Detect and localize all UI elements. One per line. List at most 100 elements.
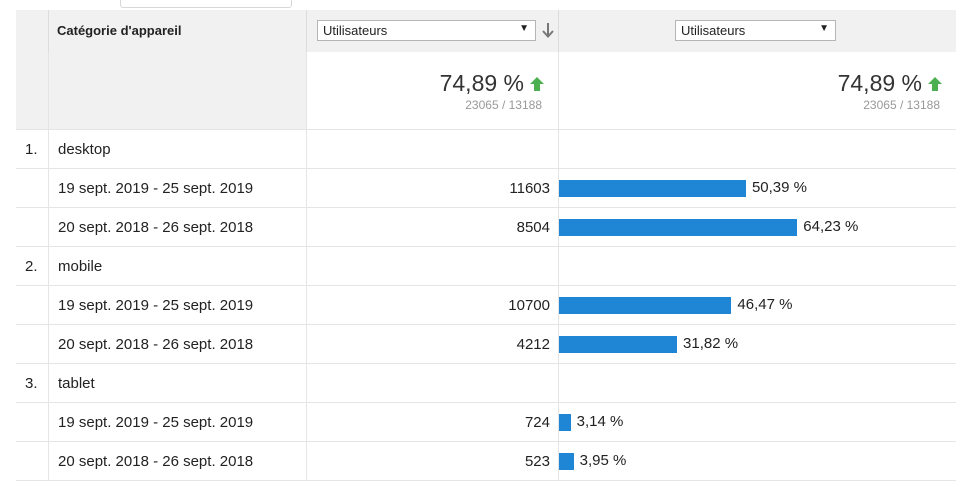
- arrow-up-icon: [530, 76, 544, 91]
- row-bar-cell: 64,23 %: [558, 208, 956, 246]
- users-value: 523: [524, 453, 550, 470]
- row-index: 3.: [25, 375, 38, 392]
- summary-detail-2: 23065 / 13188: [863, 98, 940, 112]
- row-bar-cell: [558, 247, 956, 285]
- row-value-cell: 8504: [306, 208, 558, 246]
- row-index-cell: [16, 403, 48, 441]
- table-row: 19 sept. 2019 - 25 sept. 2019 11603 50,3…: [16, 169, 956, 208]
- summary-change-2-text: 74,89 %: [837, 70, 922, 96]
- row-index-cell: 3.: [16, 364, 48, 402]
- row-value-cell: 11603: [306, 169, 558, 207]
- row-value-cell: 523: [306, 442, 558, 480]
- row-index-cell: [16, 286, 48, 324]
- group-row-tablet: 3. tablet: [16, 364, 956, 403]
- share-bar: [559, 180, 746, 197]
- share-bar: [559, 297, 732, 314]
- row-bar-cell: 50,39 %: [558, 169, 956, 207]
- header-index-cell: [16, 10, 48, 52]
- users-value: 8504: [516, 219, 550, 236]
- row-index-cell: 2.: [16, 247, 48, 285]
- users-value: 4212: [516, 336, 550, 353]
- share-bar: [559, 414, 571, 431]
- row-index: 1.: [25, 141, 38, 158]
- row-index-cell: [16, 208, 48, 246]
- row-bar-cell: 31,82 %: [558, 325, 956, 363]
- row-bar-cell: 3,95 %: [558, 442, 956, 480]
- table-row: 20 sept. 2018 - 26 sept. 2018 4212 31,82…: [16, 325, 956, 364]
- summary-index-cell: [16, 52, 48, 129]
- row-name-cell: 20 sept. 2018 - 26 sept. 2018: [48, 325, 306, 363]
- row-index-cell: [16, 325, 48, 363]
- share-bar: [559, 219, 798, 236]
- row-value-cell: [306, 364, 558, 402]
- row-name-cell: 19 sept. 2019 - 25 sept. 2019: [48, 403, 306, 441]
- row-name-cell: desktop: [48, 130, 306, 168]
- table-row: 19 sept. 2019 - 25 sept. 2019 10700 46,4…: [16, 286, 956, 325]
- users-value: 724: [524, 414, 550, 431]
- row-value-cell: 4212: [306, 325, 558, 363]
- caret-down-icon: ▼: [819, 23, 829, 34]
- share-percent: 46,47 %: [737, 296, 793, 313]
- top-tab-stub: [120, 0, 292, 8]
- row-name-cell: 19 sept. 2019 - 25 sept. 2019: [48, 286, 306, 324]
- share-percent: 3,14 %: [576, 413, 624, 430]
- device-category-name[interactable]: desktop: [58, 141, 111, 158]
- share-percent: 31,82 %: [683, 335, 739, 352]
- arrow-up-icon: [928, 76, 942, 91]
- row-bar-cell: 3,14 %: [558, 403, 956, 441]
- share-percent: 50,39 %: [751, 179, 807, 196]
- share-bar: [559, 453, 574, 470]
- row-name-cell: mobile: [48, 247, 306, 285]
- row-value-cell: [306, 130, 558, 168]
- row-value-cell: [306, 247, 558, 285]
- header-dimension-cell: Catégorie d'appareil: [48, 10, 306, 52]
- row-index-cell: 1.: [16, 130, 48, 168]
- table-row: 20 sept. 2018 - 26 sept. 2018 8504 64,23…: [16, 208, 956, 247]
- table-row: 19 sept. 2019 - 25 sept. 2019 724 3,14 %: [16, 403, 956, 442]
- period-label: 19 sept. 2019 - 25 sept. 2019: [58, 414, 254, 431]
- period-label: 20 sept. 2018 - 26 sept. 2018: [58, 336, 254, 353]
- summary-change-2: 74,89 %: [838, 70, 942, 97]
- period-label: 19 sept. 2019 - 25 sept. 2019: [58, 297, 254, 314]
- arrow-down-icon[interactable]: [541, 21, 555, 39]
- caret-down-icon: ▼: [519, 23, 529, 34]
- report-table: Catégorie d'appareil Utilisateurs ▼ Util…: [16, 10, 956, 481]
- metric-select-1-value: Utilisateurs: [323, 23, 388, 38]
- device-category-name[interactable]: tablet: [58, 375, 95, 392]
- metric-select-2[interactable]: Utilisateurs ▼: [675, 20, 836, 41]
- share-percent: 64,23 %: [803, 218, 859, 235]
- row-name-cell: 20 sept. 2018 - 26 sept. 2018: [48, 442, 306, 480]
- period-label: 20 sept. 2018 - 26 sept. 2018: [58, 219, 254, 236]
- summary-cell-2: 74,89 % 23065 / 13188: [558, 52, 956, 129]
- row-value-cell: 10700: [306, 286, 558, 324]
- users-value: 10700: [508, 297, 550, 314]
- row-index-cell: [16, 169, 48, 207]
- row-index-cell: [16, 442, 48, 480]
- users-value: 11603: [509, 180, 550, 197]
- group-row-desktop: 1. desktop: [16, 130, 956, 169]
- metric-select-1[interactable]: Utilisateurs ▼: [317, 20, 536, 41]
- table-row: 20 sept. 2018 - 26 sept. 2018 523 3,95 %: [16, 442, 956, 481]
- header-metric-cell-2: Utilisateurs ▼: [558, 10, 956, 52]
- dimension-column-title: Catégorie d'appareil: [57, 23, 182, 38]
- row-name-cell: 20 sept. 2018 - 26 sept. 2018: [48, 208, 306, 246]
- device-category-name[interactable]: mobile: [58, 258, 103, 275]
- header-metric-cell-1: Utilisateurs ▼: [306, 10, 558, 52]
- table-header: Catégorie d'appareil Utilisateurs ▼ Util…: [16, 10, 956, 52]
- summary-change-1: 74,89 %: [440, 70, 544, 97]
- summary-cell-1: 74,89 % 23065 / 13188: [306, 52, 558, 129]
- summary-detail-1: 23065 / 13188: [465, 98, 542, 112]
- summary-row: 74,89 % 23065 / 13188 74,89 % 23065 / 13…: [16, 52, 956, 130]
- period-label: 19 sept. 2019 - 25 sept. 2019: [58, 180, 254, 197]
- summary-change-1-text: 74,89 %: [439, 70, 524, 96]
- row-value-cell: 724: [306, 403, 558, 441]
- metric-select-2-value: Utilisateurs: [681, 23, 746, 38]
- row-name-cell: 19 sept. 2019 - 25 sept. 2019: [48, 169, 306, 207]
- share-bar: [559, 336, 678, 353]
- row-index: 2.: [25, 258, 38, 275]
- summary-name-cell: [48, 52, 306, 129]
- row-bar-cell: 46,47 %: [558, 286, 956, 324]
- group-row-mobile: 2. mobile: [16, 247, 956, 286]
- share-percent: 3,95 %: [579, 452, 627, 469]
- row-bar-cell: [558, 130, 956, 168]
